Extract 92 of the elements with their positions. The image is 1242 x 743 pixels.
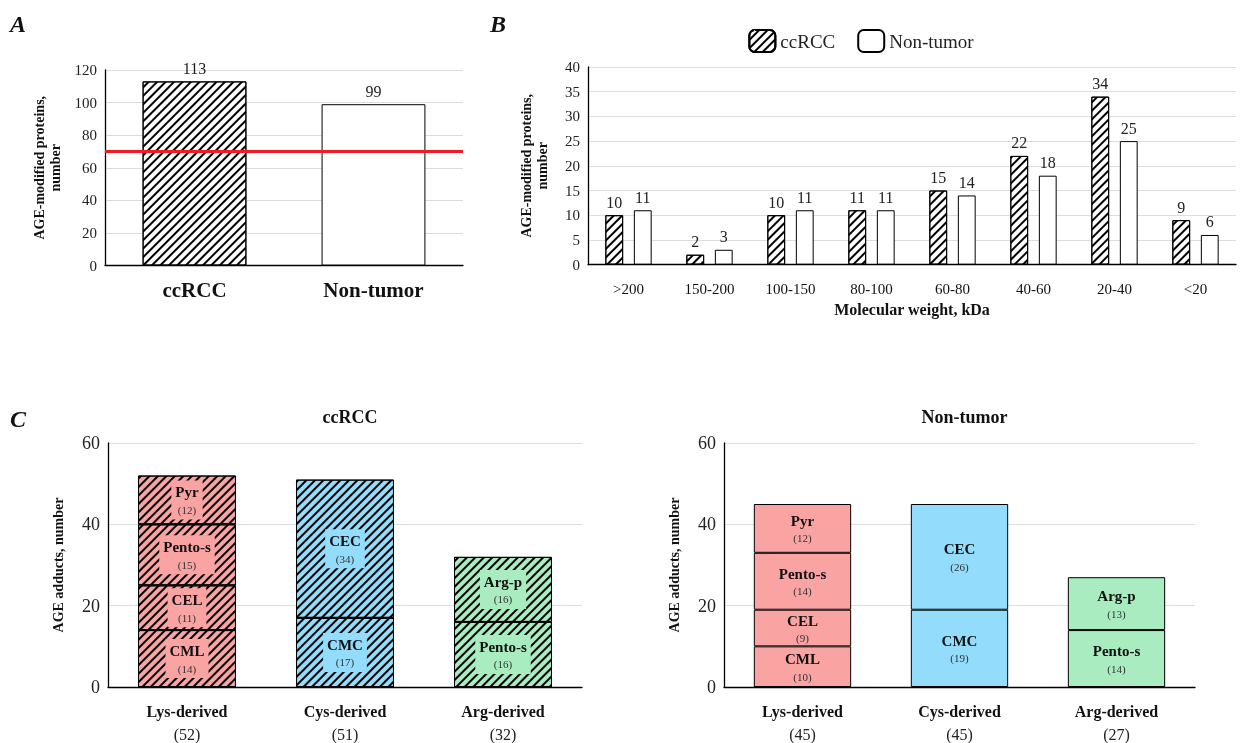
data-label: Arg-p (13)	[1097, 588, 1136, 621]
total-label: (52)	[173, 725, 201, 743]
y-tick-label: 20	[82, 224, 97, 241]
y-tick-label: 20	[565, 157, 580, 174]
y-tick-label: 40	[82, 192, 97, 209]
x-tick-label: 150-200	[684, 280, 735, 297]
data-label: 15	[930, 169, 947, 186]
y-tick-label: 40	[565, 59, 580, 75]
y-tick-label: 20	[698, 595, 716, 616]
x-tick-label: 60-80	[935, 280, 970, 297]
data-label: Pyr (12)	[175, 484, 199, 517]
y-tick-label: 120	[74, 62, 97, 78]
data-label: Arg-p (16)	[483, 573, 523, 607]
data-label: Pyr (12)	[790, 512, 815, 546]
y-tick-label: 0	[89, 257, 97, 274]
total-label: (27)	[1103, 725, 1130, 743]
y-tick-label: 25	[565, 133, 580, 150]
x-tick-label: ccRCC	[162, 277, 227, 302]
y-tick-label: 60	[698, 433, 716, 453]
x-axis-title: Molecular weight, kDa	[834, 300, 990, 319]
y-tick-label: 0	[91, 677, 100, 697]
data-label: 99	[365, 82, 382, 100]
data-label: 3	[719, 228, 728, 246]
y-axis-title: AGE-modified proteins, number	[32, 95, 64, 240]
y-tick-label: 80	[82, 127, 97, 144]
data-label: 34	[1092, 75, 1109, 93]
y-tick-label: 100	[74, 94, 97, 111]
x-tick-label: Arg-derived	[461, 702, 545, 721]
data-label: 6	[1205, 213, 1214, 231]
x-tick-label: <20	[1183, 280, 1208, 297]
data-label: CMC (17)	[327, 636, 363, 670]
y-tick-label: 20	[82, 595, 100, 616]
x-tick-label: 80-100	[850, 280, 893, 297]
text: A	[8, 11, 27, 37]
total-label: (45)	[946, 725, 973, 743]
text: C	[10, 406, 27, 432]
data-label: 11	[797, 188, 813, 206]
data-label: Pento-s (14)	[1092, 643, 1141, 676]
y-tick-label: 60	[82, 159, 97, 176]
data-label: CEL (11)	[171, 592, 203, 625]
data-label: 11	[635, 188, 651, 206]
y-axis-title: AGE-modified proteins, number	[518, 93, 550, 238]
data-label: CEL (9)	[787, 612, 818, 646]
total-label: (45)	[789, 725, 816, 743]
x-tick-label: Lys-derived	[762, 702, 844, 721]
data-label: 11	[878, 188, 894, 206]
total-label: (32)	[489, 725, 517, 743]
x-tick-label: Arg-derived	[1074, 702, 1159, 721]
y-tick-label: 40	[698, 514, 716, 535]
text: B	[489, 11, 507, 37]
data-label: Pento-s (15)	[163, 539, 211, 572]
y-tick-label: 0	[572, 256, 580, 273]
y-tick-label: 10	[565, 207, 580, 224]
y-tick-label: 0	[707, 677, 716, 697]
x-tick-label: Cys-derived	[918, 702, 1001, 721]
chart-title: ccRCC	[322, 407, 378, 427]
data-label: 14	[958, 173, 975, 191]
y-tick-label: 60	[82, 433, 100, 453]
y-axis-title: AGE adducts, number	[50, 497, 66, 633]
data-label: 11	[849, 188, 865, 206]
data-label: 22	[1011, 134, 1028, 152]
data-label: CEC (26)	[943, 541, 976, 574]
x-tick-label: >200	[613, 280, 644, 297]
y-tick-label: 30	[565, 108, 580, 125]
x-tick-label: Cys-derived	[303, 702, 387, 721]
x-tick-label: Non-tumor	[323, 277, 424, 302]
y-tick-label: 5	[572, 231, 580, 248]
x-tick-label: Lys-derived	[146, 702, 228, 721]
data-label: 10	[768, 193, 785, 211]
data-label: CML (10)	[785, 651, 820, 684]
data-label: CEC (34)	[329, 533, 361, 566]
y-axis-title: AGE adducts, number	[666, 497, 682, 633]
y-tick-label: 15	[565, 182, 580, 199]
data-label: 10	[606, 193, 623, 211]
data-label: 113	[182, 59, 207, 77]
data-label: 18	[1039, 154, 1056, 172]
y-tick-label: 40	[82, 514, 100, 535]
total-label: (51)	[331, 725, 359, 743]
x-tick-label: 40-60	[1016, 280, 1051, 297]
legend-label: ccRCC	[780, 30, 836, 52]
data-label: 25	[1120, 119, 1137, 137]
data-label: 2	[691, 233, 700, 251]
x-tick-label: 20-40	[1097, 280, 1132, 297]
x-tick-label: 100-150	[765, 280, 816, 297]
data-label: Pento-s (14)	[778, 565, 827, 599]
data-label: CML (14)	[169, 643, 205, 676]
legend-label: Non-tumor	[889, 30, 975, 52]
data-label: Pento-s (16)	[479, 638, 527, 672]
chart-title: Non-tumor	[921, 407, 1008, 427]
data-label: 9	[1177, 198, 1186, 216]
y-tick-label: 35	[565, 83, 580, 100]
data-label: CMC (19)	[941, 632, 978, 666]
